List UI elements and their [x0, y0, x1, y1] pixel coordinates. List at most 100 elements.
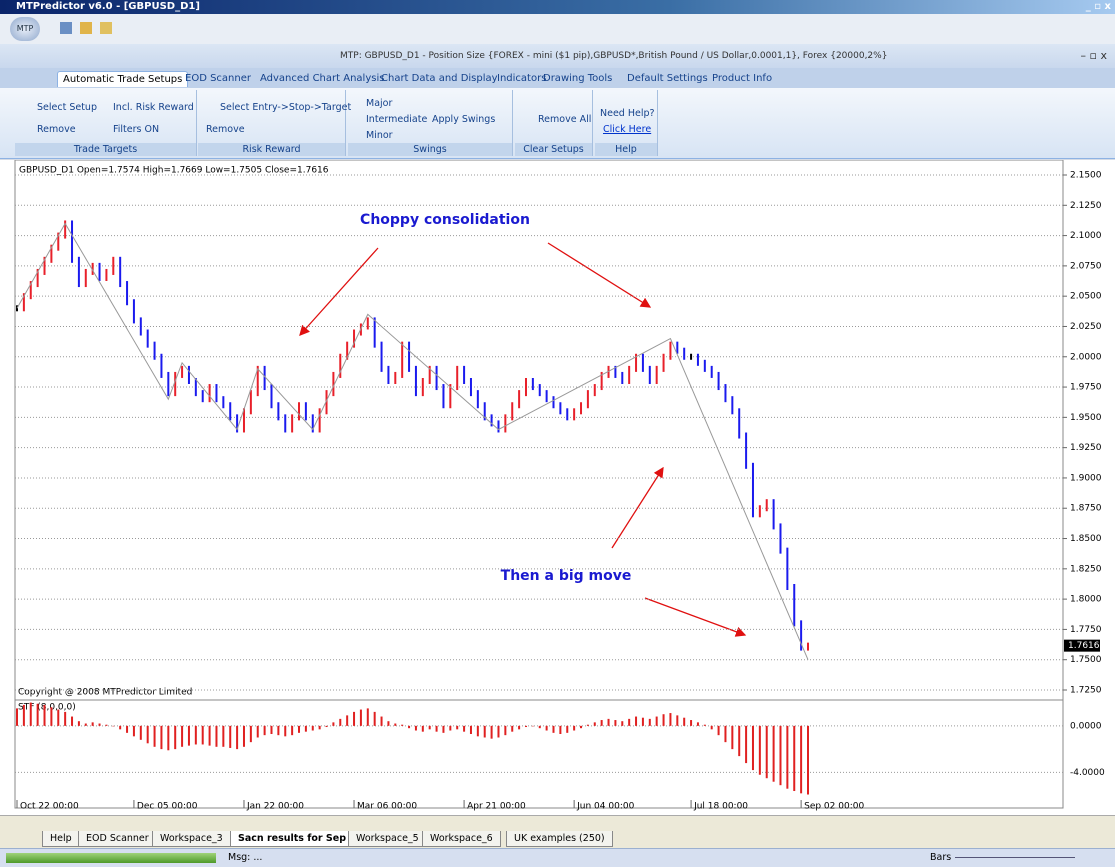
- oscillator-bar: [731, 725, 734, 750]
- oscillator-bar: [559, 725, 562, 734]
- ribbon-button[interactable]: Major: [366, 98, 393, 109]
- chart: GBPUSD_D1 Open=1.7574 High=1.7669 Low=1.…: [14, 159, 1105, 812]
- price-bar: [270, 384, 273, 409]
- ribbon-button[interactable]: Minor: [366, 130, 393, 141]
- ribbon-tab[interactable]: EOD Scanner: [185, 73, 251, 84]
- y-tick-label: 1.9750: [1070, 383, 1102, 393]
- ribbon-button[interactable]: Incl. Risk Reward: [113, 102, 194, 113]
- chart-header: GBPUSD_D1 Open=1.7574 High=1.7669 Low=1.…: [19, 166, 329, 176]
- annotation: Choppy consolidation: [360, 212, 530, 228]
- price-bar: [167, 371, 170, 397]
- oscillator-bar: [765, 725, 768, 779]
- price-bar: [71, 220, 74, 263]
- y-tick-label: 2.0500: [1070, 292, 1102, 302]
- oscillator-name: STF (8,0,0,0): [18, 703, 76, 713]
- scrollbar[interactable]: [0, 815, 1115, 830]
- price-bar: [442, 384, 445, 409]
- oscillator-bar: [325, 725, 328, 728]
- price-bar: [703, 359, 706, 372]
- progress-bar: [6, 853, 216, 863]
- oscillator-bar: [607, 718, 610, 726]
- oscillator-bar: [793, 725, 796, 792]
- workspace-tab[interactable]: Help: [42, 831, 80, 847]
- oscillator-bar: [298, 725, 301, 733]
- ribbon-group: Clear Setups Remove All: [515, 90, 593, 156]
- window-controls[interactable]: _ ▫ x: [1085, 1, 1111, 12]
- price-bar: [504, 414, 507, 433]
- y-tick-label: 1.9500: [1070, 413, 1102, 423]
- x-tick-label: Apr 21 00:00: [467, 802, 526, 812]
- price-bar: [490, 414, 493, 427]
- oscillator-bar: [703, 724, 706, 726]
- oscillator-bar: [758, 725, 761, 775]
- save-icon[interactable]: [60, 22, 72, 34]
- ribbon-tab[interactable]: Default Settings: [627, 73, 708, 84]
- doc-controls[interactable]: – ▫ x: [1080, 49, 1107, 62]
- workspace-tab[interactable]: Workspace_5: [348, 831, 427, 847]
- workspace-tab[interactable]: EOD Scanner: [78, 831, 157, 847]
- price-bar: [105, 268, 108, 281]
- ribbon-button[interactable]: Apply Swings: [432, 114, 496, 125]
- price-bar: [408, 341, 411, 372]
- oscillator-bar: [463, 725, 466, 732]
- price-bar: [57, 232, 60, 251]
- price-bar: [662, 353, 665, 372]
- ribbon-button[interactable]: Click Here: [603, 124, 652, 135]
- ribbon-tab[interactable]: Chart Data and Display: [381, 73, 498, 84]
- oscillator-bar: [387, 721, 390, 726]
- ribbon-tab[interactable]: Product Info: [712, 73, 773, 84]
- ribbon-button[interactable]: Intermediate: [366, 114, 428, 125]
- open-icon[interactable]: [80, 22, 92, 34]
- ribbon-button[interactable]: Remove: [37, 124, 76, 135]
- price-bar: [456, 365, 459, 391]
- oscillator-bar: [531, 725, 534, 727]
- price-bar: [291, 414, 294, 433]
- app-button[interactable]: MTP: [10, 17, 40, 41]
- oscillator-bar: [50, 707, 53, 726]
- price-bar: [132, 299, 135, 324]
- ribbon-tab[interactable]: Advanced Chart Analysis: [260, 73, 385, 84]
- workspace-tabs: Help EOD Scanner Workspace_3 Sacn results f…: [0, 829, 1115, 848]
- price-bar: [731, 396, 734, 415]
- ribbon-button[interactable]: Remove All: [538, 114, 592, 125]
- oscillator-bar: [339, 718, 342, 726]
- y-tick-label: 2.1250: [1070, 201, 1102, 211]
- ribbon-button[interactable]: Select Entry->Stop->Target: [220, 102, 352, 113]
- ribbon-group: Swings Major Intermediate Apply Swings Minor: [348, 90, 513, 156]
- ribbon-tab[interactable]: Drawing Tools: [543, 73, 613, 84]
- price-bar: [641, 353, 644, 372]
- new-icon[interactable]: [100, 22, 112, 34]
- oscillator-bar: [641, 717, 644, 726]
- price-bar: [84, 268, 87, 288]
- workspace-tab[interactable]: UK examples (250): [506, 831, 613, 847]
- oscillator-bar: [91, 722, 94, 726]
- price-bar: [696, 353, 699, 366]
- price-bar: [607, 365, 610, 378]
- price-bar: [401, 341, 404, 378]
- ribbon-button[interactable]: Remove: [206, 124, 245, 135]
- oscillator-bar: [112, 725, 115, 727]
- y-tick-label: 1.7500: [1070, 655, 1102, 665]
- workspace-tab[interactable]: Sacn results for Sep 4: [230, 831, 364, 847]
- price-bar: [621, 371, 624, 384]
- ribbon: Trade Targets Select Setup Incl. Risk Rewa…: [0, 88, 1115, 159]
- oscillator-bar: [614, 720, 617, 726]
- y-tick-label: 2.0250: [1070, 322, 1102, 332]
- price-bar: [43, 256, 46, 275]
- price-bar: [573, 408, 576, 421]
- oscillator-bar: [669, 713, 672, 726]
- zoom-slider[interactable]: [955, 857, 1075, 858]
- price-bar: [332, 371, 335, 397]
- price-bar: [751, 462, 754, 518]
- ribbon-button[interactable]: Select Setup: [37, 102, 97, 113]
- oscillator-bar: [490, 725, 493, 739]
- oscillator-bar: [346, 715, 349, 726]
- workspace-tab[interactable]: Workspace_3: [152, 831, 231, 847]
- ribbon-tab[interactable]: Automatic Trade Setups: [57, 71, 189, 87]
- ribbon-tab[interactable]: Indicators: [497, 73, 547, 84]
- oscillator-bar: [359, 709, 362, 726]
- workspace-tab[interactable]: Workspace_6: [422, 831, 501, 847]
- price-bar: [284, 414, 287, 433]
- ribbon-button[interactable]: Need Help?: [600, 108, 655, 119]
- ribbon-button[interactable]: Filters ON: [113, 124, 160, 135]
